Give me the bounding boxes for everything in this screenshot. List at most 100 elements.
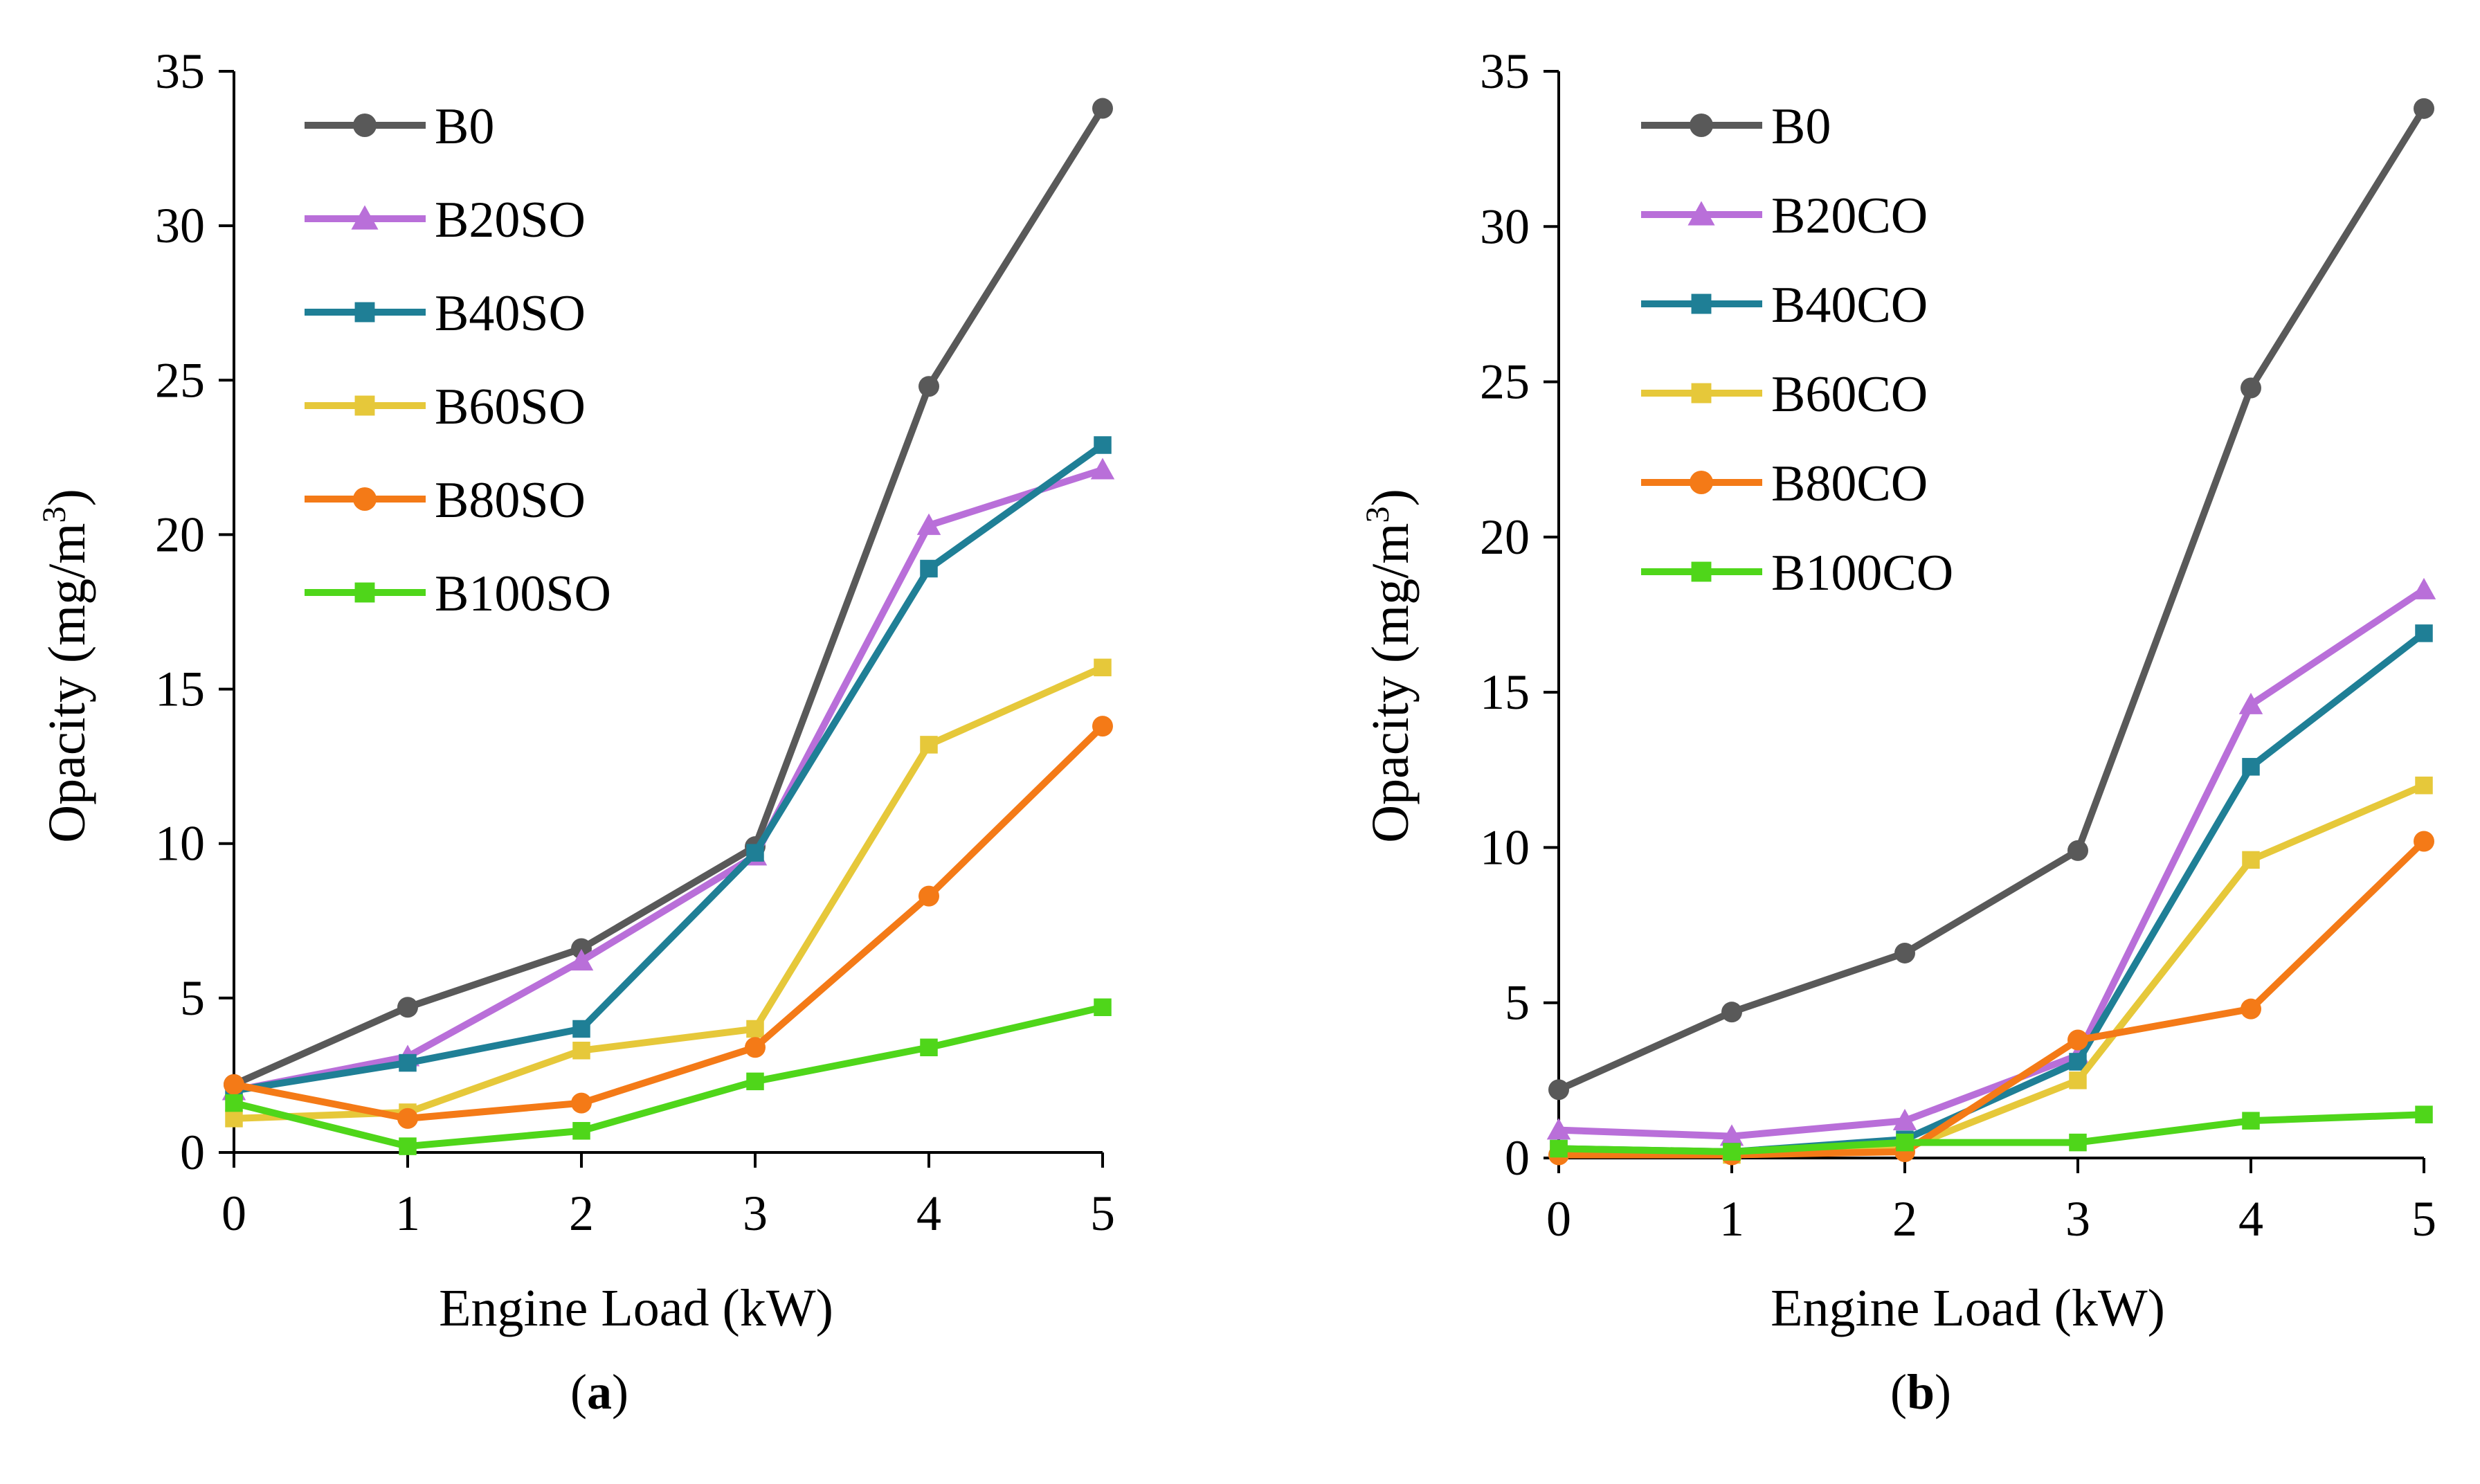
panel-b-y-tick-label: 0 [1505,1130,1530,1186]
panel-a-y-tick-label: 15 [155,662,205,717]
panel-a-legend-marker [351,205,379,230]
panel-a-data-point-b100so [746,1072,764,1091]
panel-b-series-b0 [1548,98,2434,1101]
panel-b-legend: B0 B20CO B40CO B60CO B80CO B100CO [1641,98,1953,601]
panel-b-data-point-b0 [1894,942,1915,963]
panel-b-y-tick-label: 25 [1480,354,1530,410]
panel-b-legend-label: B0 [1771,98,1831,155]
panel-b-y-axis-title: Opacity (mg/m3) [1359,489,1420,843]
panel-b-series-b20co [1546,577,2436,1146]
panel-a-axes: 0 5 10 15 20 25 30 35 0 1 2 3 4 5 [155,44,1115,1241]
panel-b-legend-label: B40CO [1771,277,1928,334]
panel-b-y-tick-label: 10 [1480,820,1530,875]
panel-a-x-tick-label: 0 [221,1186,246,1241]
panel-a-y-tick-label: 25 [155,352,205,408]
panel-b-data-point-b20co [1546,1118,1571,1140]
panel-b-legend-marker [1691,293,1712,314]
panel-a-series-line-b20so [230,466,1106,1094]
panel-a-series [221,98,1115,1155]
panel-a-data-point-b100so [572,1122,590,1140]
panel-b-data-point-b100co [1723,1143,1741,1161]
panel-b-y-tick-label: 15 [1480,664,1530,720]
panel-a-data-point-b0 [918,376,939,397]
panel-b-series-line-b80co [1555,838,2427,1159]
panel-b-legend-label: B20CO [1771,188,1928,244]
panel-b-y-tick-label: 20 [1480,509,1530,565]
panel-a-data-point-b100so [920,1038,938,1057]
panel-a-series-line-b60so [230,664,1106,1122]
panel-a-data-point-b0 [1092,98,1113,119]
panel-a-legend-item-b80so: B80SO [305,472,586,529]
panel-b-axes: 0 5 10 15 20 25 30 35 0 1 2 3 4 5 [1480,44,2436,1247]
panel-b-data-point-b40co [2242,758,2260,776]
panel-a-series-line-b0 [230,105,1106,1088]
panel-b-data-point-b60co [2069,1071,2087,1089]
panel-b-data-point-b100co [2415,1105,2433,1123]
panel-a-legend-label: B60SO [435,379,586,435]
panel-b-legend-item-b20co: B20CO [1641,188,1928,244]
panel-b-x-tick-label: 2 [1892,1191,1917,1247]
panel-b-y-tick-label: 5 [1505,975,1530,1031]
panel-a-legend-label: B100SO [435,565,611,622]
panel-b-x-tick-label: 5 [2411,1191,2436,1247]
panel-a-y-tick-label: 20 [155,507,205,562]
panel-b-data-point-b80co [2067,1029,2088,1051]
panel-a-data-point-b60so [746,1020,764,1038]
panel-b-data-point-b60co [2242,851,2260,869]
panel-a-series-b100so [225,998,1112,1155]
panel-b-series-line-b20co [1555,586,2427,1140]
panel-b-x-tick-label: 4 [2238,1191,2263,1247]
panel-b-legend-marker [1691,561,1712,582]
panel-a-data-point-b100so [225,1094,243,1112]
panel-b-label: (b) [1890,1364,1951,1420]
panel-b-legend-marker [1691,383,1712,404]
panel-a-legend-marker [354,582,375,603]
panel-a-data-point-b60so [225,1110,243,1128]
panel-a-legend-label: B80SO [435,472,586,529]
panel-b-legend-label: B60CO [1771,366,1928,423]
panel-a-data-point-b60so [572,1041,590,1060]
panel-a-y-tick-label: 35 [155,44,205,99]
panel-a-data-point-b100so [1094,998,1112,1016]
panel-b-legend-marker [1690,114,1713,137]
panel-a-series-line-b80so [230,723,1106,1122]
panel-a-x-tick-label: 3 [743,1186,768,1241]
panel-b-data-point-b100co [2069,1133,2087,1152]
panel-a-data-point-b0 [397,997,418,1018]
panel-b-legend-item-b40co: B40CO [1641,277,1928,334]
panel-a-data-point-b60so [920,736,938,754]
panel-b-x-tick-label: 0 [1546,1191,1571,1247]
panel-a-series-line-b40so [230,442,1106,1094]
panel-a-legend-item-b60so: B60SO [305,379,586,435]
panel-a-data-point-b40so [1094,436,1112,454]
panel-a-legend: B0 B20SO B40SO B60SO B80SO B100SO [305,98,611,622]
panel-a-chart: 0 5 10 15 20 25 30 35 0 1 2 3 4 5 B0 B20SO B40SO B60SO B8… [36,44,1115,1420]
panel-a-data-point-b80so [571,1092,592,1114]
panel-a-series-b60so [225,658,1112,1128]
panel-a-data-point-b20so [916,513,941,535]
panel-b-x-tick-label: 3 [2065,1191,2090,1247]
panel-a-x-axis-title: Engine Load (kW) [439,1279,833,1337]
panel-b-legend-marker [1690,471,1713,494]
panel-b-y-tick-label: 30 [1480,199,1530,254]
panel-b-data-point-b0 [2067,840,2088,861]
panel-b-data-point-b20co [2411,577,2436,599]
panel-b-legend-item-b0: B0 [1641,98,1831,155]
panel-a-legend-marker [353,487,377,511]
panel-b-data-point-b40co [2415,624,2433,642]
panel-b-data-point-b80co [2414,831,2434,852]
panel-b-legend-item-b100co: B100CO [1641,545,1953,601]
panel-b-legend-item-b60co: B60CO [1641,366,1928,423]
panel-a-series-line-b100so [230,1004,1106,1150]
panel-a-legend-marker [353,114,377,137]
panel-b-legend-marker [1687,201,1715,226]
panel-a-series-b80so [224,716,1113,1129]
panel-b-data-point-b0 [2241,377,2261,399]
panel-a-series-b20so [221,458,1115,1101]
panel-b-series-b40co [1550,624,2433,1161]
panel-b-legend-label: B100CO [1771,545,1953,601]
panel-a-data-point-b40so [572,1020,590,1038]
panel-a-x-tick-label: 5 [1090,1186,1115,1241]
panel-a-data-point-b40so [920,559,938,578]
panel-b-data-point-b20co [2238,692,2263,714]
